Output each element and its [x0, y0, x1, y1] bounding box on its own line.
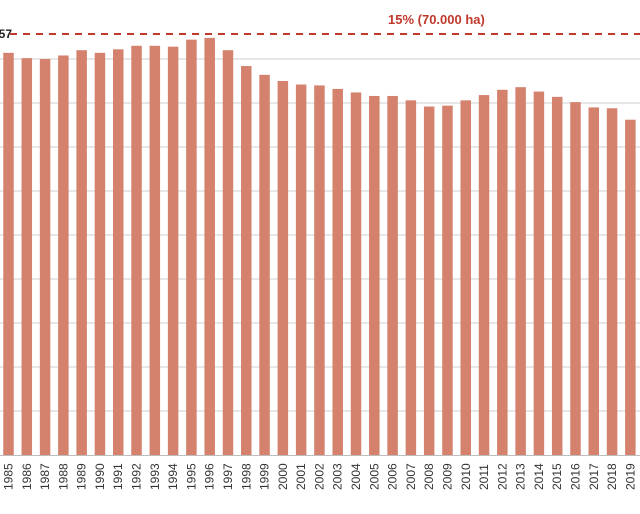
- bar: [295, 84, 307, 456]
- bar: [314, 85, 325, 456]
- bar: [442, 105, 453, 455]
- bar: [570, 102, 581, 456]
- bar: [350, 92, 362, 455]
- x-axis-tick-labels: 1985 1986 1987 1988 1989 1990 1991 1992 1993 1994…: [2, 463, 638, 490]
- bar: [186, 39, 197, 455]
- bar: [515, 87, 526, 455]
- x-tick-label: 1997: [221, 463, 235, 490]
- bar: [204, 37, 215, 455]
- bar: [21, 58, 33, 456]
- bar: [39, 59, 51, 455]
- bar: [112, 49, 124, 455]
- bar: [131, 45, 142, 456]
- x-tick-label: 1996: [203, 463, 217, 490]
- reference-line-label: 15% (70.000 ha): [388, 12, 485, 27]
- x-tick-label: 2012: [495, 463, 509, 490]
- bar: [94, 52, 106, 456]
- x-tick-label: 2001: [294, 463, 308, 490]
- bar: [460, 100, 471, 456]
- x-tick-label: 1993: [148, 463, 162, 490]
- x-tick-label: 1985: [2, 463, 16, 490]
- bar: [241, 66, 252, 455]
- x-tick-label: 2003: [331, 463, 345, 490]
- x-tick-label: 1989: [75, 463, 89, 490]
- bar: [76, 50, 87, 455]
- bar: [332, 88, 343, 456]
- bar: [277, 81, 289, 455]
- bar: [551, 96, 563, 455]
- bar: [259, 74, 270, 455]
- x-tick-label: 2016: [568, 463, 582, 490]
- bar-series: [3, 37, 636, 456]
- x-tick-label: 1994: [166, 463, 180, 490]
- bar: [423, 106, 435, 456]
- bar: [533, 91, 545, 455]
- x-tick-label: 1986: [20, 463, 34, 490]
- x-tick-label: 1990: [93, 463, 107, 490]
- x-tick-label: 2000: [276, 463, 290, 490]
- bar: [588, 107, 600, 456]
- x-tick-label: 2008: [422, 463, 436, 490]
- bar-value-label: 457: [0, 27, 12, 41]
- bar: [3, 52, 14, 456]
- bar: [497, 89, 508, 456]
- x-tick-label: 2018: [605, 463, 619, 490]
- bar: [387, 95, 398, 456]
- bar: [167, 46, 179, 456]
- x-tick-label: 2013: [514, 463, 528, 490]
- x-tick-label: 1988: [56, 463, 70, 490]
- x-tick-label: 2007: [404, 463, 418, 490]
- reference-line-group: 15% (70.000 ha): [10, 12, 640, 35]
- x-tick-label: 2006: [386, 463, 400, 490]
- bar: [369, 95, 380, 456]
- x-tick-label: 1995: [184, 463, 198, 490]
- x-tick-label: 2002: [312, 463, 326, 490]
- bar-value-label-group: 457: [0, 27, 12, 41]
- x-tick-label: 1992: [130, 463, 144, 490]
- bar: [149, 45, 161, 456]
- x-tick-label: 2017: [587, 463, 601, 490]
- bar: [478, 95, 490, 455]
- bar: [625, 119, 636, 455]
- x-tick-label: 2009: [440, 463, 454, 490]
- x-tick-label: 2010: [459, 463, 473, 490]
- x-tick-label: 1991: [111, 463, 125, 490]
- bar: [58, 55, 69, 455]
- x-tick-label: 2019: [623, 463, 637, 490]
- x-tick-label: 2004: [349, 463, 363, 490]
- x-tick-label: 2005: [367, 463, 381, 490]
- bar: [222, 50, 234, 455]
- x-tick-label: 1998: [239, 463, 253, 490]
- bar: [606, 108, 618, 455]
- x-tick-label: 1987: [38, 463, 52, 490]
- x-tick-label: 1999: [258, 463, 272, 490]
- x-tick-label: 2011: [477, 464, 491, 490]
- bar: [405, 100, 417, 456]
- x-tick-label: 2015: [550, 463, 564, 490]
- x-tick-label: 2014: [532, 463, 546, 490]
